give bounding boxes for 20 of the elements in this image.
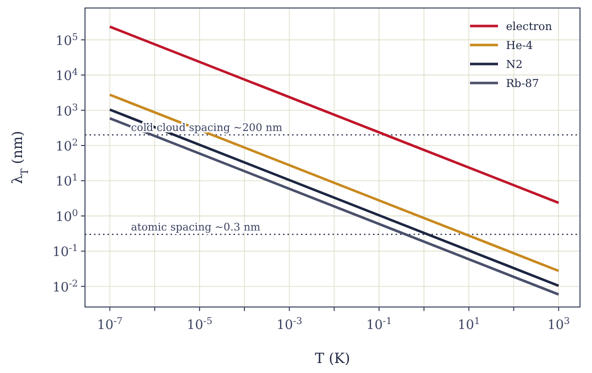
legend-label: Rb-87 [506, 77, 540, 90]
y-tick-label: 10$^{5}$ [56, 31, 78, 49]
y-tick-label: 10$^{-2}$ [52, 278, 78, 296]
legend-label: He-4 [506, 39, 533, 52]
y-tick-label: 10$^{-1}$ [52, 242, 78, 260]
legend-label: N2 [506, 58, 523, 71]
y-tick-label: 10$^{2}$ [56, 136, 78, 154]
x-tick-label: 10$^{3}$ [547, 316, 570, 333]
x-tick-label: 10$^{-3}$ [276, 316, 302, 333]
x-tick-label: 10$^{-5}$ [186, 316, 212, 333]
x-axis-title: T (K) [314, 351, 350, 367]
x-tick-label: 10$^{1}$ [458, 316, 480, 333]
y-tick-label: 10$^{0}$ [56, 207, 78, 225]
legend-label: electron [506, 20, 552, 33]
y-tick-label: 10$^{4}$ [56, 66, 78, 84]
ref-line-label: atomic spacing ~0.3 nm [131, 221, 260, 234]
x-tick-label: 10$^{-1}$ [366, 316, 392, 333]
x-tick-label: 10$^{-7}$ [96, 316, 123, 333]
y-tick-label: 10$^{1}$ [56, 172, 78, 190]
y-tick-label: 10$^{3}$ [56, 102, 78, 120]
